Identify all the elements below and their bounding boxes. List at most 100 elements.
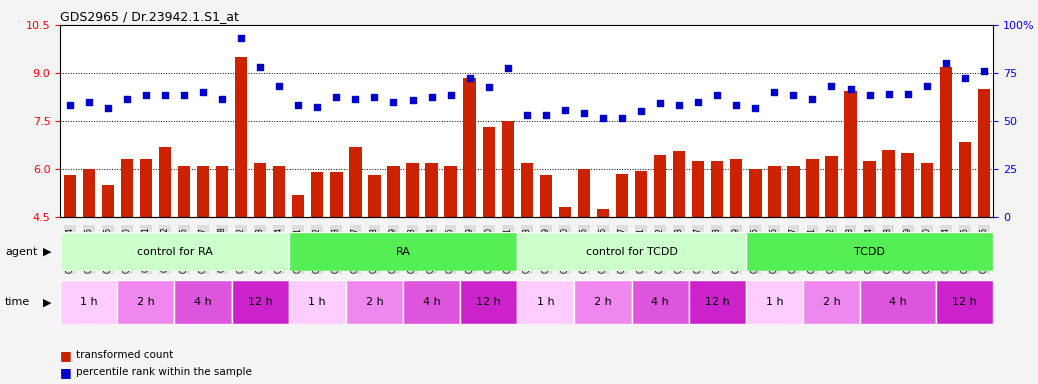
Text: ■: ■	[60, 349, 72, 362]
Bar	[749, 169, 762, 217]
Point	[100, 105, 116, 111]
Bar	[501, 121, 514, 217]
Bar	[540, 175, 552, 217]
Bar	[578, 169, 591, 217]
Point	[61, 102, 78, 108]
Text: 4 h: 4 h	[890, 297, 907, 308]
Point	[461, 75, 477, 81]
Point	[252, 63, 269, 70]
Bar	[403, 280, 460, 324]
Bar	[60, 280, 117, 324]
Point	[576, 110, 593, 116]
Bar	[803, 280, 861, 324]
Bar	[102, 185, 114, 217]
Bar	[574, 280, 631, 324]
Bar	[768, 166, 781, 217]
Text: ▶: ▶	[44, 247, 52, 257]
Point	[709, 92, 726, 98]
Bar	[959, 142, 971, 217]
Text: time: time	[5, 297, 30, 308]
Point	[956, 75, 973, 81]
Point	[175, 92, 192, 98]
Bar	[692, 161, 705, 217]
Point	[157, 92, 173, 98]
Text: 2 h: 2 h	[365, 297, 383, 308]
Bar	[745, 280, 803, 324]
Text: 4 h: 4 h	[651, 297, 668, 308]
Point	[138, 92, 155, 98]
Point	[309, 104, 326, 110]
Text: 1 h: 1 h	[80, 297, 98, 308]
Bar	[864, 161, 876, 217]
Bar	[654, 155, 666, 217]
Point	[328, 94, 345, 100]
Bar	[368, 175, 381, 217]
Text: agent: agent	[5, 247, 37, 257]
Point	[233, 35, 249, 41]
Point	[937, 60, 954, 66]
Bar	[978, 89, 990, 217]
Bar	[521, 162, 532, 217]
Bar	[197, 166, 210, 217]
Bar	[159, 147, 171, 217]
Point	[862, 92, 878, 98]
Point	[823, 83, 840, 89]
Point	[671, 102, 687, 108]
Point	[424, 94, 440, 100]
Bar	[311, 172, 324, 217]
Point	[271, 83, 288, 89]
Point	[195, 89, 212, 95]
Text: transformed count: transformed count	[76, 350, 173, 360]
Text: 12 h: 12 h	[248, 297, 273, 308]
Point	[118, 96, 135, 102]
Text: control for TCDD: control for TCDD	[585, 247, 678, 257]
Text: 4 h: 4 h	[422, 297, 440, 308]
Point	[595, 115, 611, 121]
Bar	[346, 280, 403, 324]
Point	[366, 94, 383, 100]
Bar	[235, 57, 247, 217]
Text: 12 h: 12 h	[953, 297, 977, 308]
Bar	[140, 159, 153, 217]
Bar	[882, 150, 895, 217]
Bar	[483, 127, 495, 217]
Point	[880, 91, 897, 97]
Bar	[216, 166, 228, 217]
Point	[804, 96, 821, 102]
Bar	[844, 91, 856, 217]
Bar	[60, 232, 289, 271]
Bar	[289, 232, 517, 271]
Bar	[231, 280, 289, 324]
Bar	[289, 280, 346, 324]
Bar	[63, 175, 76, 217]
Point	[519, 111, 536, 118]
Text: ▶: ▶	[44, 297, 52, 308]
Point	[385, 99, 402, 105]
Bar	[921, 162, 933, 217]
Bar	[387, 166, 400, 217]
Bar	[597, 209, 609, 217]
Text: RA: RA	[395, 247, 410, 257]
Point	[499, 65, 516, 71]
Point	[785, 92, 801, 98]
Bar	[730, 159, 742, 217]
Text: percentile rank within the sample: percentile rank within the sample	[76, 367, 251, 377]
Point	[404, 97, 420, 103]
Text: ■: ■	[60, 366, 72, 379]
Text: 2 h: 2 h	[594, 297, 611, 308]
Bar	[273, 166, 285, 217]
Point	[766, 89, 783, 95]
Bar	[460, 280, 517, 324]
Bar	[825, 156, 838, 217]
Point	[538, 111, 554, 118]
Bar	[616, 174, 628, 217]
Bar	[120, 159, 133, 217]
Text: GDS2965 / Dr.23942.1.S1_at: GDS2965 / Dr.23942.1.S1_at	[60, 10, 239, 23]
Bar	[807, 159, 819, 217]
Bar	[635, 170, 648, 217]
Point	[613, 115, 630, 121]
Point	[81, 99, 98, 105]
Bar	[939, 66, 952, 217]
Point	[842, 86, 858, 92]
Bar	[936, 280, 993, 324]
